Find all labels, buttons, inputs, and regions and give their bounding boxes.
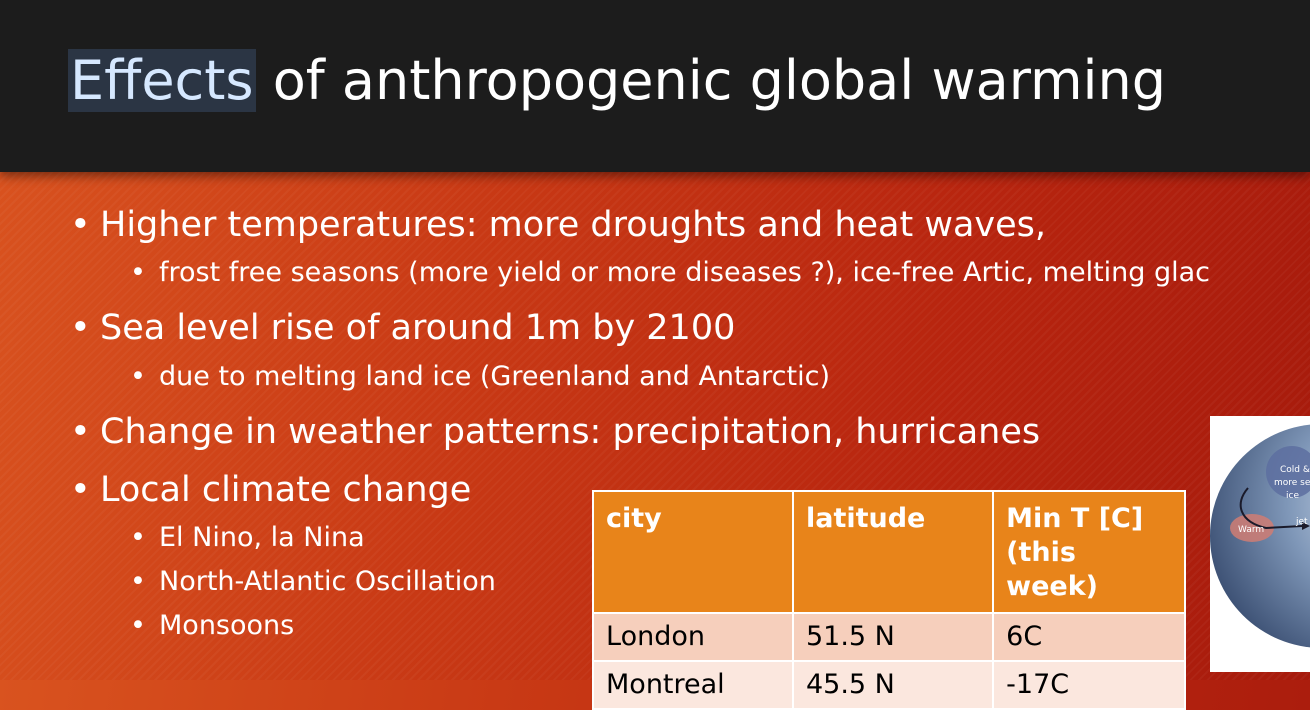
sub-bullet-4-3: • Monsoons (130, 610, 294, 641)
bullet-dot: • (130, 566, 146, 597)
bullet-dot: • (70, 205, 91, 245)
cell-latitude: 51.5 N (791, 612, 995, 662)
bullet-dot: • (70, 412, 91, 452)
sub-bullet-4-1: • El Nino, la Nina (130, 522, 365, 553)
sub-bullet-1-1: • frost free seasons (more yield or more … (130, 257, 1210, 288)
bullet-3: • Change in weather patterns: precipitati… (70, 412, 1040, 452)
cell-city: London (592, 612, 794, 662)
jet-stream-arrow (1239, 487, 1303, 530)
table-row: London 51.5 N 6C (592, 612, 1186, 662)
city-temperature-table: city latitude Min T [C] (this week) Londo… (592, 490, 1186, 710)
sub-bullet-4-2: • North-Atlantic Oscillation (130, 566, 496, 597)
globe-illustration: Cold & more se ice Warm jet (1210, 424, 1310, 648)
bullet-dot: • (70, 470, 91, 510)
bullet-dot: • (130, 522, 146, 553)
sub-bullet-4-3-text: Monsoons (159, 610, 295, 641)
bullet-3-text: Change in weather patterns: precipitatio… (100, 412, 1041, 452)
bullet-dot: • (70, 308, 91, 348)
bullet-1: • Higher temperatures: more droughts and … (70, 205, 1046, 245)
header-city: city (592, 490, 794, 614)
header-min-temp-label: Min T [C] (1006, 503, 1144, 534)
header-latitude: latitude (791, 490, 995, 614)
bullet-list: • Higher temperatures: more droughts and … (0, 0, 1310, 680)
bullet-2-text: Sea level rise of around 1m by 2100 (100, 308, 736, 348)
bullet-4-text: Local climate change (100, 470, 472, 510)
cell-latitude: 45.5 N (791, 660, 995, 710)
cell-city: Montreal (592, 660, 794, 710)
sub-bullet-4-1-text: El Nino, la Nina (159, 522, 365, 553)
table-header-row: city latitude Min T [C] (this week) (592, 490, 1186, 614)
globe-label-ice: ice (1286, 491, 1299, 501)
globe-image: Cold & more se ice Warm jet (1210, 416, 1310, 672)
bullet-dot: • (130, 610, 146, 641)
sub-bullet-1-1-text: frost free seasons (more yield or more d… (159, 257, 1211, 288)
bullet-dot: • (130, 257, 146, 288)
slide-title: Effects of anthropogenic global warming (68, 46, 1166, 116)
bullet-dot: • (130, 361, 146, 392)
title-bar: Effects of anthropogenic global warming (0, 0, 1310, 172)
title-highlight: Effects (68, 49, 256, 112)
cell-min-temp: 6C (992, 612, 1186, 662)
sub-bullet-4-2-text: North-Atlantic Oscillation (159, 566, 496, 597)
title-rest: of anthropogenic global warming (255, 49, 1167, 112)
sub-bullet-2-1: • due to melting land ice (Greenland and … (130, 361, 830, 392)
cell-min-temp: -17C (992, 660, 1186, 710)
sub-bullet-2-1-text: due to melting land ice (Greenland and A… (159, 361, 830, 392)
cold-air-region (1266, 446, 1310, 498)
globe-label-cold: Cold & (1280, 465, 1310, 475)
header-min-temp: Min T [C] (this week) (992, 490, 1186, 614)
bullet-2: • Sea level rise of around 1m by 2100 (70, 308, 735, 348)
header-min-temp-note: (this week) (1006, 537, 1099, 602)
globe-label-warm: Warm (1238, 525, 1264, 535)
bullet-1-text: Higher temperatures: more droughts and h… (100, 205, 1047, 245)
globe-label-more: more se (1274, 478, 1310, 488)
bullet-4: • Local climate change (70, 470, 471, 510)
warm-air-region (1230, 514, 1274, 542)
globe-label-jet: jet (1295, 517, 1308, 527)
table-row: Montreal 45.5 N -17C (592, 660, 1186, 710)
jet-arrow-head-icon (1302, 522, 1310, 530)
